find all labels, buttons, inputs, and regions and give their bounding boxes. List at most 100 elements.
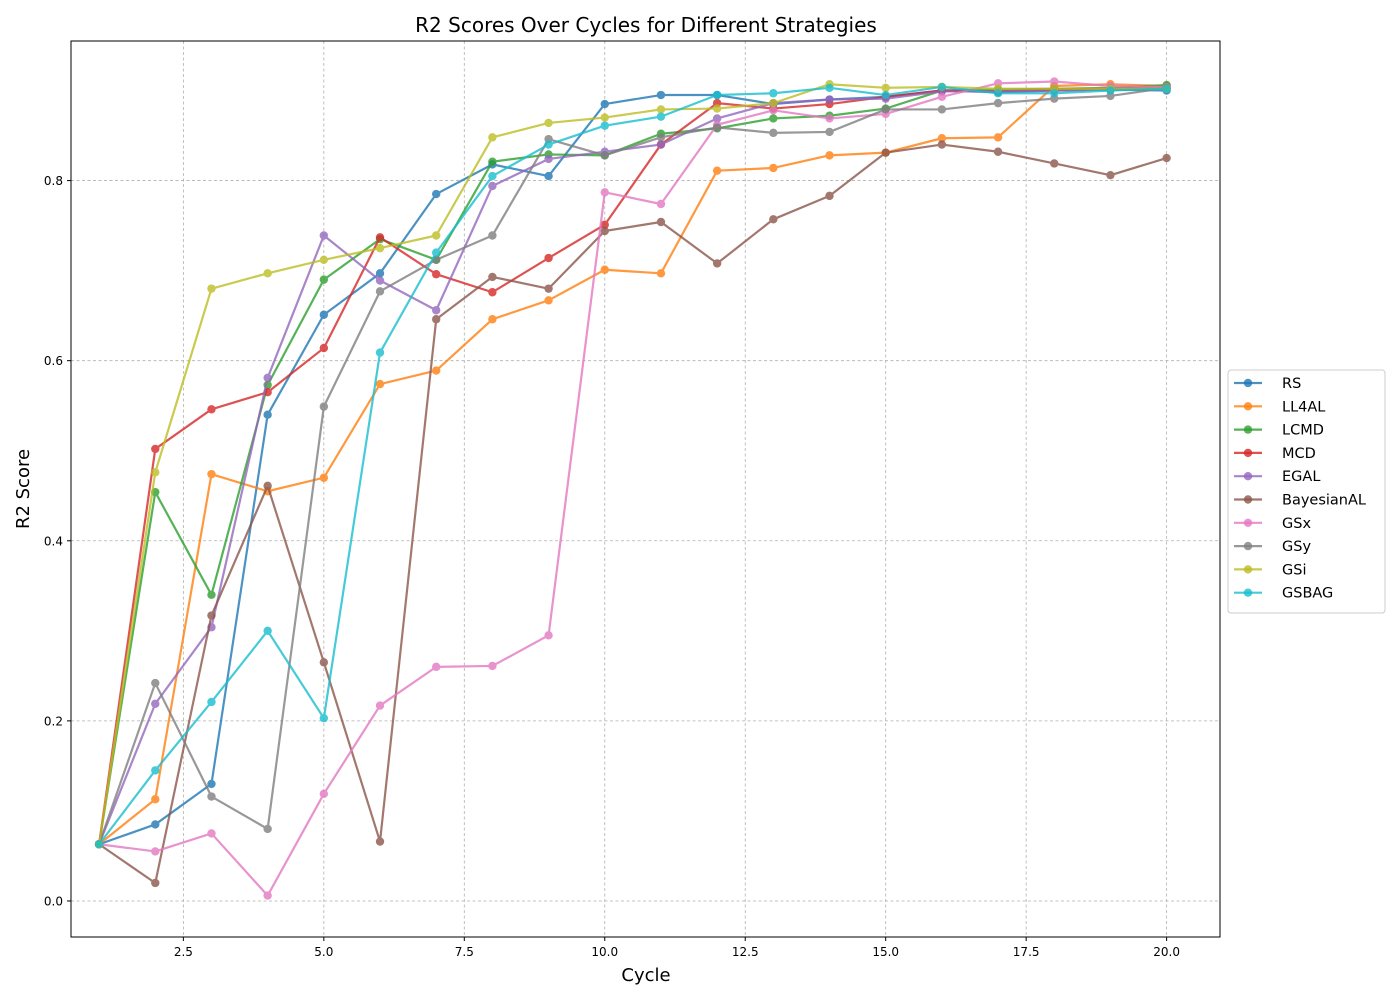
data-point-gsi: [881, 83, 890, 93]
data-point-ll4al: [656, 269, 666, 278]
data-point-rs: [600, 99, 609, 109]
data-point-gsx: [769, 106, 778, 115]
data-point-gsy: [712, 123, 722, 132]
series-gsbag: [94, 82, 1171, 849]
y-tick-label: 0.6: [44, 354, 63, 368]
data-point-ll4al: [712, 166, 722, 175]
data-point-ll4al: [825, 151, 834, 160]
data-point-mcd: [319, 343, 329, 353]
data-point-gsbag: [881, 90, 890, 100]
data-point-gsi: [151, 468, 160, 477]
data-point-egal: [544, 154, 553, 164]
data-point-bayesianal: [656, 217, 666, 227]
data-point-lcmd: [769, 114, 778, 123]
chart-title: R2 Scores Over Cycles for Different Stra…: [415, 13, 877, 37]
data-point-gsbag: [1106, 86, 1115, 95]
data-point-mcd: [432, 270, 441, 279]
data-point-gsy: [375, 287, 385, 296]
data-point-egal: [263, 373, 272, 382]
data-point-gsy: [993, 98, 1003, 108]
legend-item-rs: RS: [1234, 376, 1301, 392]
data-point-gsy: [488, 231, 497, 240]
series-group: [94, 77, 1171, 900]
series-line-gsi: [98, 83, 1167, 845]
data-point-gsbag: [375, 348, 385, 357]
data-point-ll4al: [432, 366, 441, 375]
data-point-bayesianal: [544, 284, 553, 293]
data-point-bayesianal: [825, 191, 834, 201]
data-point-gsbag: [488, 171, 497, 181]
data-point-egal: [432, 306, 441, 315]
data-point-lcmd: [319, 275, 329, 284]
data-point-rs: [207, 779, 216, 789]
data-point-gsbag: [263, 626, 272, 636]
data-point-gsi: [769, 98, 778, 108]
data-point-mcd: [488, 288, 497, 297]
data-point-gsx: [600, 188, 609, 197]
data-point-gsx: [825, 114, 834, 123]
legend: RS LL4AL LCMD MCD EGAL BayesianAL GSx GSy GSi GSB…: [1227, 369, 1386, 614]
legend-marker: [1243, 425, 1253, 434]
data-point-gsy: [937, 105, 947, 114]
legend-item-gsi: GSi: [1234, 562, 1306, 578]
legend-marker: [1243, 402, 1253, 411]
data-point-gsi: [600, 113, 609, 122]
data-point-bayesianal: [993, 147, 1003, 156]
data-point-gsbag: [656, 112, 666, 121]
data-point-rs: [263, 410, 272, 419]
data-point-gsx: [432, 662, 441, 672]
data-point-gsi: [712, 104, 722, 113]
data-point-gsx: [937, 92, 947, 102]
data-point-egal: [319, 231, 329, 240]
data-point-lcmd: [207, 590, 216, 600]
data-point-bayesianal: [712, 259, 722, 268]
legend-item-egal: EGAL: [1234, 469, 1320, 485]
legend-label: GSx: [1282, 516, 1311, 532]
y-axis-label: R2 Score: [13, 449, 34, 529]
legend-label: EGAL: [1282, 469, 1320, 485]
x-tick-label: 20.0: [1153, 945, 1180, 959]
legend-label: BayesianAL: [1282, 493, 1366, 509]
legend-label: LCMD: [1282, 423, 1324, 439]
data-point-bayesianal: [937, 140, 947, 149]
data-point-bayesianal: [207, 611, 216, 620]
legend-item-gsbag: GSBAG: [1234, 586, 1333, 602]
data-point-gsbag: [207, 697, 216, 707]
data-point-bayesianal: [769, 215, 778, 224]
legend-marker: [1243, 495, 1253, 504]
legend-label: GSBAG: [1282, 586, 1333, 602]
data-point-ll4al: [207, 469, 216, 479]
data-point-mcd: [375, 233, 385, 242]
data-point-ll4al: [937, 134, 947, 143]
data-point-bayesianal: [375, 837, 385, 846]
data-point-mcd: [600, 220, 609, 229]
data-point-gsx: [319, 789, 329, 799]
data-point-rs: [375, 269, 385, 278]
data-point-gsx: [488, 661, 497, 671]
legend-item-gsy: GSy: [1234, 539, 1311, 555]
data-point-gsx: [207, 829, 216, 838]
data-point-gsi: [263, 269, 272, 278]
legend-item-gsx: GSx: [1234, 516, 1311, 532]
data-point-gsx: [544, 631, 553, 640]
data-point-bayesianal: [1106, 170, 1115, 180]
legend-marker: [1243, 472, 1253, 481]
legend-label: RS: [1282, 376, 1301, 392]
data-point-ll4al: [600, 265, 609, 274]
x-axis-label: Cycle: [621, 965, 670, 986]
series-line-ll4al: [98, 83, 1167, 846]
x-tick-label: 17.5: [1013, 945, 1040, 959]
data-point-gsy: [769, 128, 778, 138]
data-point-ll4al: [319, 473, 329, 482]
data-point-bayesianal: [1050, 159, 1059, 168]
legend-marker: [1243, 588, 1253, 597]
data-point-gsx: [375, 701, 385, 710]
legend-marker: [1243, 518, 1253, 527]
data-point-ll4al: [544, 296, 553, 305]
legend-label: MCD: [1282, 446, 1316, 462]
data-point-bayesianal: [488, 272, 497, 282]
x-axis-ticks: 2.5 5.0 7.5 10.0 12.5 15.0 17.5 20.0: [174, 937, 1180, 959]
legend-item-mcd: MCD: [1234, 446, 1316, 462]
data-point-gsbag: [825, 83, 834, 93]
data-point-rs: [319, 310, 329, 319]
